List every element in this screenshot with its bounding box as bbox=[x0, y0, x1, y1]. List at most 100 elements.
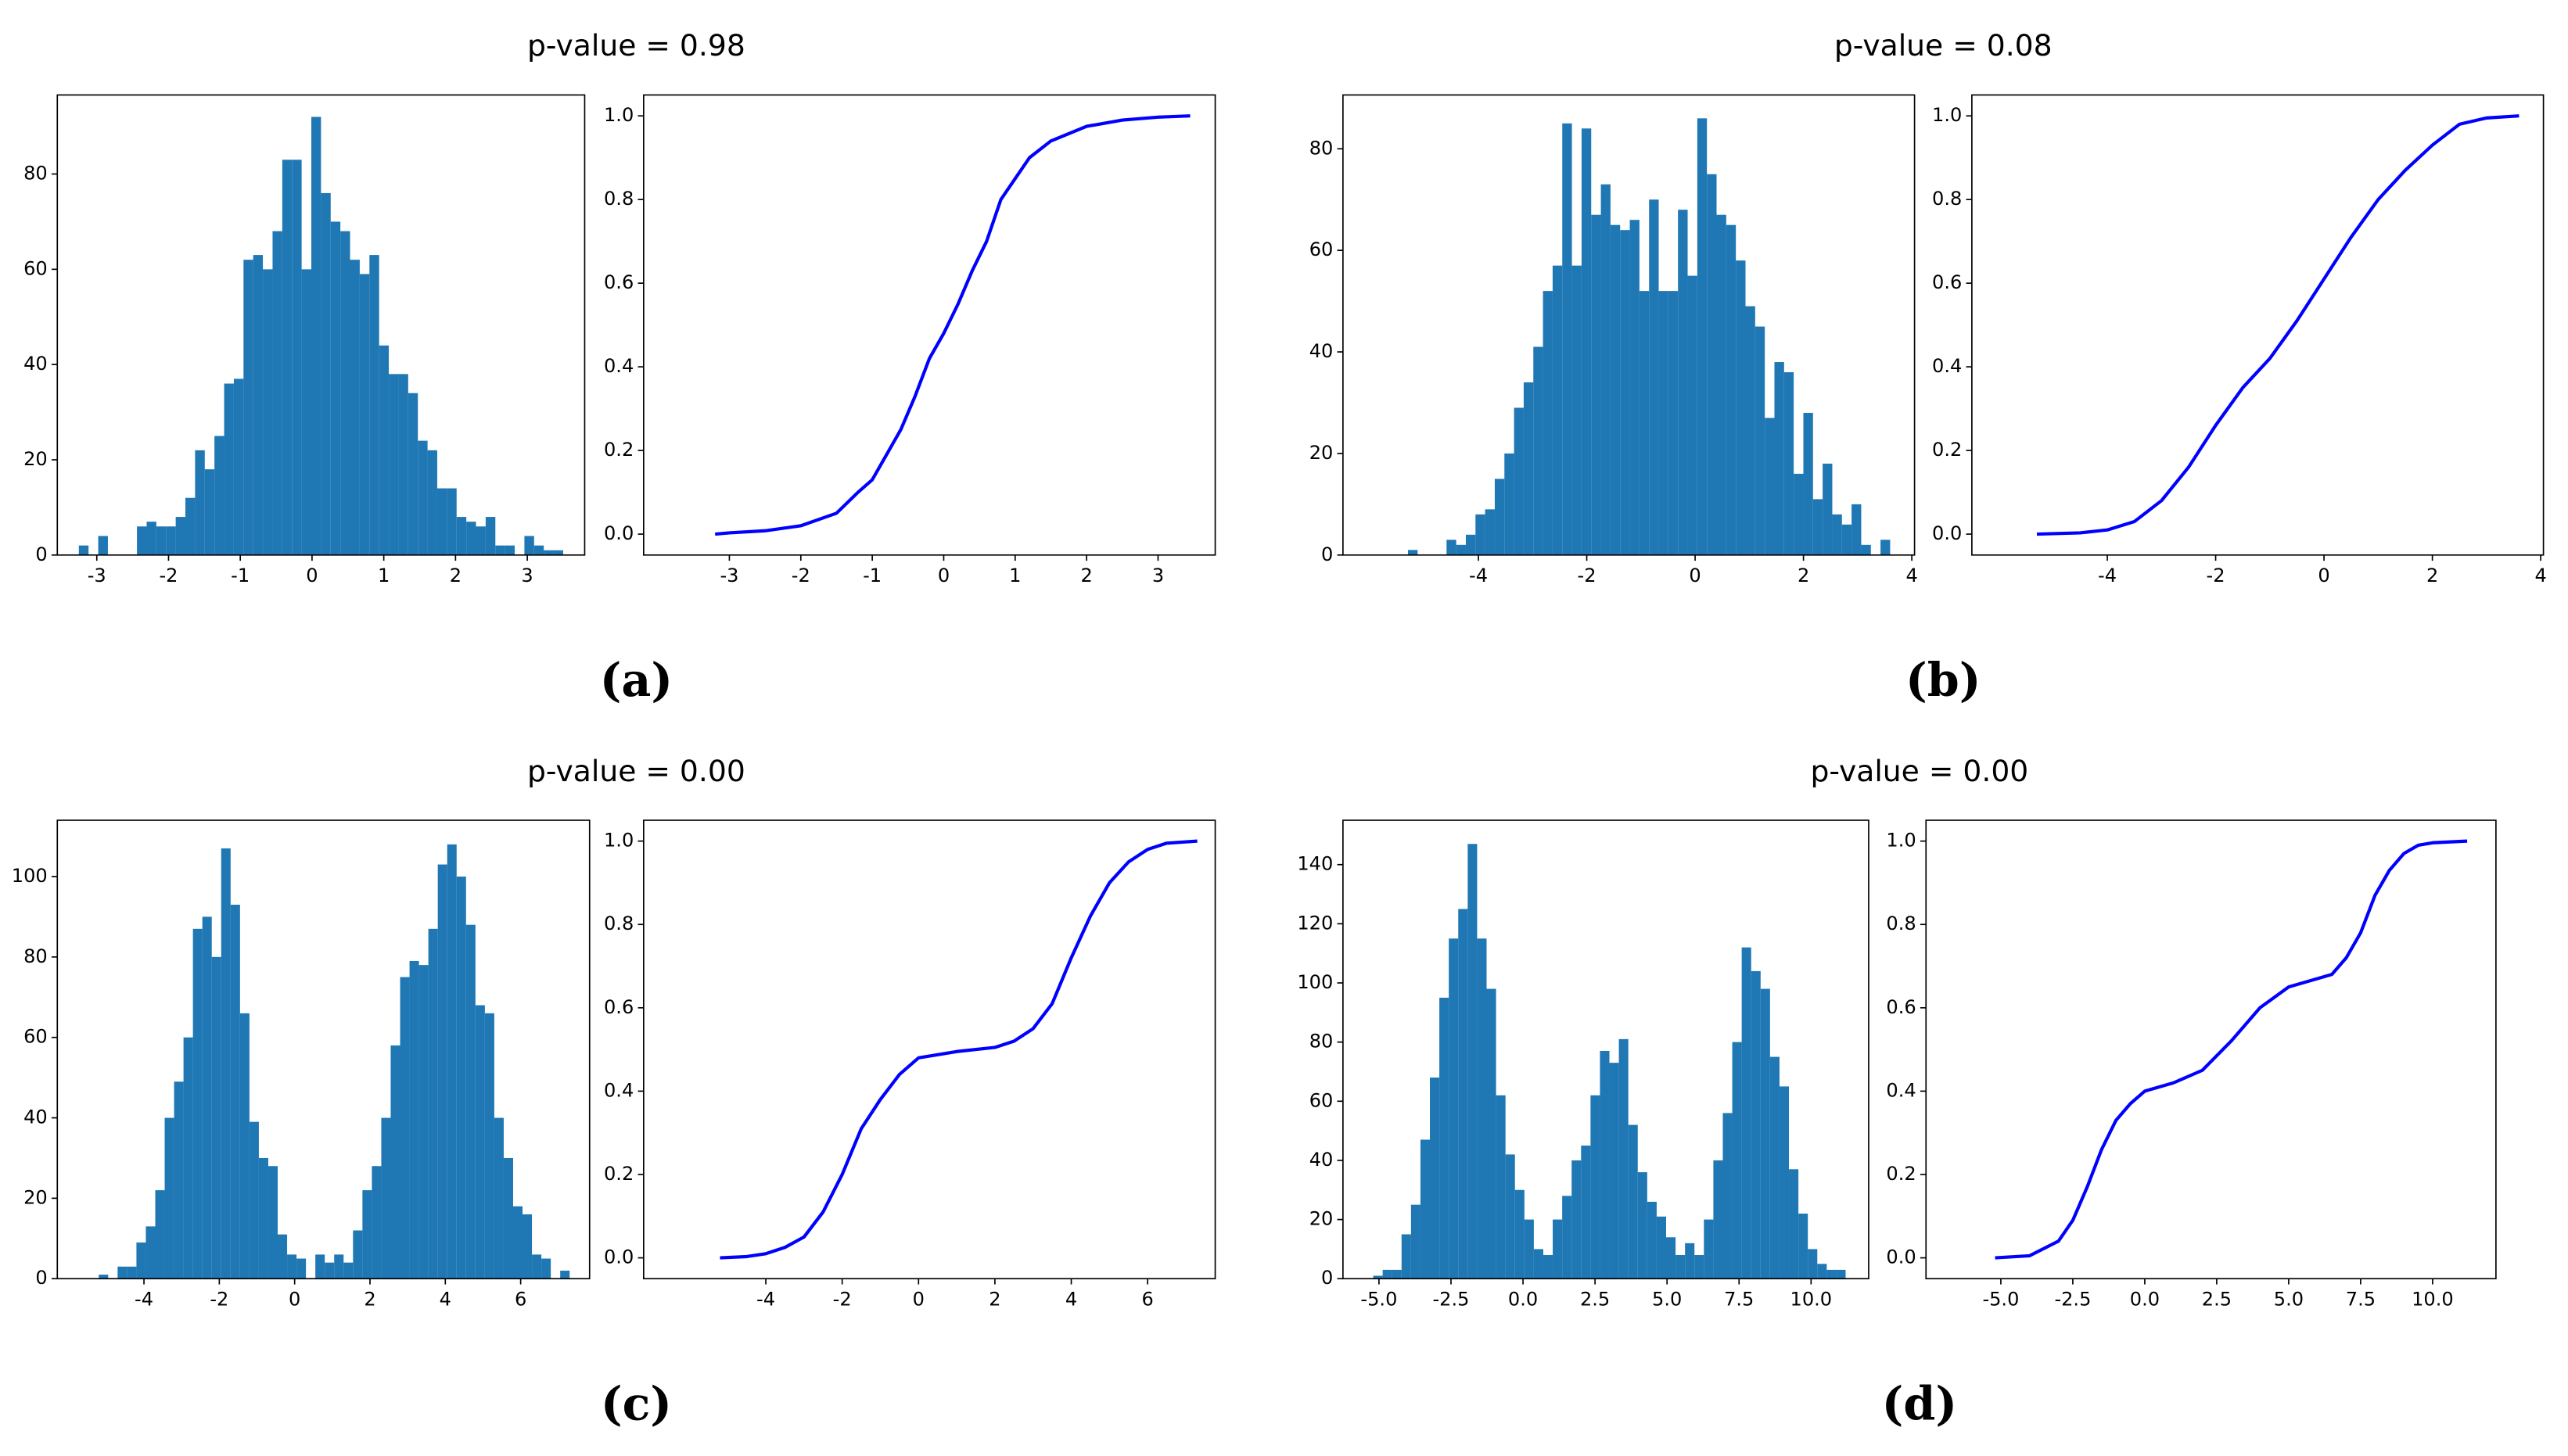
histogram-bar bbox=[343, 1262, 354, 1279]
x-tick-label: -2 bbox=[159, 565, 178, 586]
histogram-bar bbox=[221, 848, 231, 1279]
x-tick-label: 2.5 bbox=[1580, 1288, 1610, 1310]
histogram-bar bbox=[398, 374, 408, 555]
histogram-bar bbox=[1789, 1169, 1799, 1279]
x-tick-label: 2 bbox=[450, 565, 462, 586]
x-tick-label: 2 bbox=[364, 1288, 375, 1310]
histogram-bar bbox=[1658, 291, 1668, 555]
histogram-bar bbox=[1668, 291, 1679, 555]
histogram-bar bbox=[272, 231, 282, 555]
y-tick-label: 40 bbox=[1309, 340, 1334, 362]
panel-caption: (c) bbox=[601, 1377, 672, 1431]
histogram-bar bbox=[156, 526, 167, 555]
histogram-bar bbox=[1707, 174, 1717, 555]
y-tick-label: 80 bbox=[23, 163, 48, 185]
histogram-bar bbox=[476, 526, 486, 555]
histogram-bar bbox=[1716, 214, 1726, 555]
histogram-bar bbox=[1581, 1146, 1591, 1279]
histogram-bar bbox=[211, 956, 221, 1279]
y-tick-label: 20 bbox=[23, 1186, 48, 1208]
histogram-bar bbox=[533, 545, 544, 555]
y-tick-label: 0.4 bbox=[604, 355, 634, 377]
histogram-bar bbox=[1494, 479, 1505, 555]
histogram-bar bbox=[1794, 473, 1804, 555]
histogram-bar bbox=[136, 1242, 146, 1279]
histogram-bar bbox=[1514, 1189, 1525, 1279]
y-tick-label: 0.8 bbox=[604, 913, 634, 934]
histogram-bar bbox=[1629, 220, 1640, 555]
histogram-bar bbox=[1783, 372, 1794, 555]
histogram-bar bbox=[1543, 1254, 1553, 1279]
histogram-bar bbox=[560, 1270, 570, 1279]
histogram-bar bbox=[1581, 128, 1592, 555]
histogram-bar bbox=[321, 192, 331, 555]
histogram-bar bbox=[1832, 514, 1842, 555]
x-tick-label: -2 bbox=[792, 565, 810, 586]
histogram-bar bbox=[1552, 265, 1563, 555]
histogram-bar bbox=[437, 864, 447, 1279]
panel-title: p-value = 0.98 bbox=[527, 28, 745, 63]
histogram-bar bbox=[408, 393, 418, 555]
y-tick-label: 20 bbox=[23, 448, 48, 470]
histogram-bar bbox=[1524, 1219, 1534, 1279]
x-tick-label: 4 bbox=[1065, 1288, 1077, 1310]
x-tick-label: 3 bbox=[521, 565, 533, 586]
y-tick-label: 120 bbox=[1297, 912, 1333, 934]
histogram-bar bbox=[1382, 1269, 1392, 1279]
histogram-bar bbox=[494, 1117, 504, 1279]
y-tick-label: 0.2 bbox=[604, 1163, 634, 1185]
y-tick-label: 0.2 bbox=[604, 439, 634, 461]
x-tick-label: -5.0 bbox=[1982, 1288, 2019, 1310]
histogram-bar bbox=[1666, 1237, 1676, 1279]
x-tick-label: -3 bbox=[88, 565, 106, 586]
histogram-bar bbox=[233, 378, 244, 555]
x-tick-label: -4 bbox=[756, 1288, 775, 1310]
histogram-bar bbox=[1685, 1243, 1695, 1279]
y-tick-label: 0 bbox=[35, 1267, 47, 1289]
y-tick-label: 60 bbox=[1309, 1089, 1334, 1111]
histogram-bar bbox=[1590, 1095, 1600, 1279]
axes-frame bbox=[56, 819, 591, 1280]
axes-frame bbox=[1971, 94, 2545, 556]
y-tick-label: 0.2 bbox=[1932, 439, 1962, 461]
histogram-bar bbox=[553, 550, 563, 555]
histogram-bar bbox=[362, 1190, 372, 1279]
x-tick-label: 5.0 bbox=[1652, 1288, 1682, 1310]
y-tick-label: 0 bbox=[1321, 1267, 1333, 1289]
histogram-bar bbox=[541, 1258, 551, 1279]
histogram-bar bbox=[243, 260, 253, 555]
histogram-bar bbox=[1823, 463, 1833, 555]
histogram-bar bbox=[155, 1190, 165, 1279]
histogram-bar bbox=[1458, 909, 1468, 1279]
histogram-bar bbox=[1600, 1050, 1610, 1279]
histogram-bar bbox=[372, 1166, 382, 1279]
histogram-bar bbox=[1571, 1160, 1582, 1279]
histogram-bar bbox=[224, 383, 234, 555]
x-tick-label: 2 bbox=[1080, 565, 1092, 586]
histogram-bar bbox=[503, 1157, 513, 1279]
histogram-bar bbox=[1732, 1042, 1742, 1279]
histogram-bar bbox=[1656, 1216, 1667, 1279]
histogram-bar bbox=[1751, 970, 1761, 1279]
axes-frame bbox=[56, 94, 586, 556]
histogram-bar bbox=[311, 117, 321, 555]
y-tick-label: 100 bbox=[12, 865, 48, 887]
x-tick-label: -1 bbox=[863, 565, 882, 586]
x-tick-label: -2 bbox=[833, 1288, 852, 1310]
histogram-bar bbox=[418, 965, 429, 1279]
histogram-bar bbox=[192, 928, 203, 1279]
histogram-bar bbox=[1467, 844, 1478, 1279]
histogram-bar bbox=[166, 526, 176, 555]
y-tick-label: 80 bbox=[23, 945, 48, 967]
x-tick-label: 6 bbox=[515, 1288, 526, 1310]
y-tick-label: 40 bbox=[1309, 1149, 1334, 1171]
histogram-bar bbox=[301, 269, 311, 555]
histogram-bar bbox=[174, 1081, 184, 1279]
y-tick-label: 0.6 bbox=[1886, 996, 1916, 1018]
histogram-bar bbox=[1420, 1139, 1431, 1279]
histogram-bar bbox=[1687, 275, 1697, 555]
histogram-bar bbox=[1817, 1264, 1827, 1279]
histogram-bar bbox=[359, 274, 370, 555]
histogram-bar bbox=[287, 1254, 297, 1279]
